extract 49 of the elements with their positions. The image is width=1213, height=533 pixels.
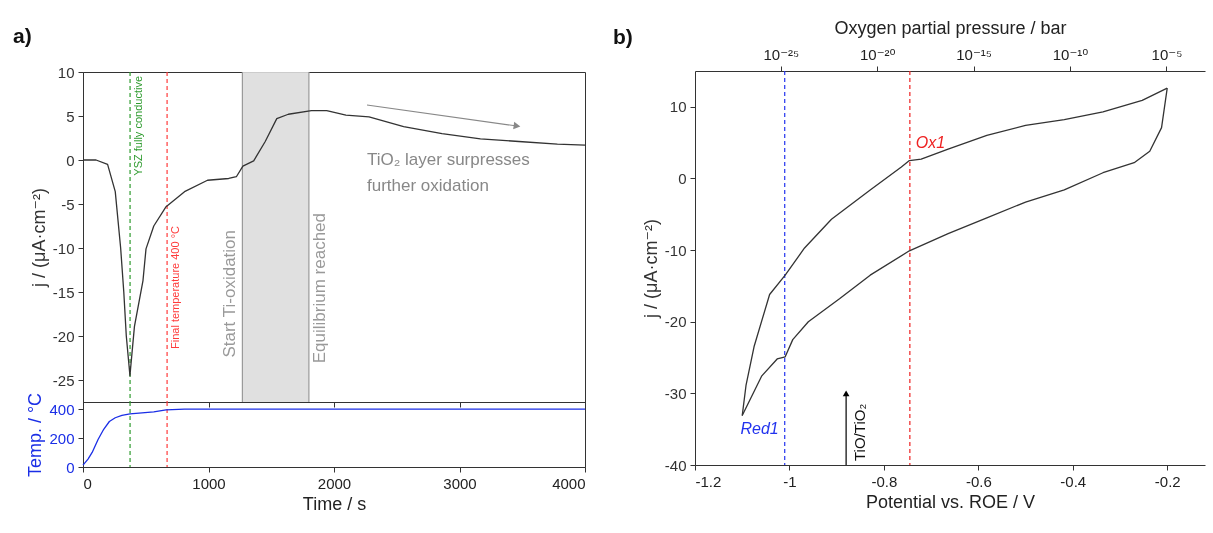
x2-tick-label: 10⁻¹⁵ (956, 45, 993, 63)
y-tick-label: 400 (49, 400, 75, 418)
chart-title: b) (613, 25, 633, 48)
y-tick-label: 0 (678, 169, 687, 187)
ref-line-label: Equilibrium reached (309, 213, 329, 364)
x2-axis-title: Oxygen partial pressure / bar (834, 17, 1067, 38)
y-tick-label: -40 (664, 456, 687, 474)
x2-tick-label: 10⁻²⁵ (763, 45, 800, 63)
x-tick-label: -1 (783, 472, 797, 490)
annotation: TiO₂ layer surpresses further oxidation (367, 150, 530, 195)
ref-line-label: YSZ fully conductive (132, 76, 145, 176)
x-tick-label: 3000 (443, 474, 477, 492)
y-tick-label: -30 (664, 384, 687, 402)
y-axis-title: j / (μA·cm⁻²) (640, 219, 661, 319)
ref-line-label: Final temperature 400 °C (169, 225, 182, 350)
x-axis-title: Time / s (302, 493, 367, 514)
y-tick-label: -20 (664, 313, 687, 331)
y-tick-label: 5 (66, 107, 75, 125)
y-tick-label: 200 (49, 429, 75, 447)
x2-tick-label: 10⁻¹⁰ (1052, 45, 1089, 63)
ref-line-label: Start Ti-oxidation (220, 230, 240, 358)
x2-tick-label: 10⁻⁵ (1151, 45, 1183, 63)
x-tick-label: -0.8 (871, 472, 898, 490)
x-tick-label: -0.2 (1154, 472, 1181, 490)
y-tick-label: -5 (61, 195, 75, 213)
x-axis-title: Potential vs. ROE / V (865, 491, 1036, 512)
y-tick-label: 0 (66, 151, 75, 169)
y-tick-label: 0 (66, 458, 75, 476)
y-tick-label: 10 (669, 98, 687, 116)
x-tick-label: 2000 (317, 474, 352, 492)
x2-tick-label: 10⁻²⁰ (859, 45, 896, 63)
y-tick-label: -15 (52, 283, 75, 301)
y-tick-label: -10 (52, 239, 75, 257)
x-tick-label: -1.2 (695, 472, 722, 490)
annotation: TiO/TiO₂ (851, 403, 869, 461)
x-tick-label: 4000 (552, 474, 586, 492)
x-tick-label: -0.4 (1060, 472, 1087, 490)
ref-line-label: Red1 (740, 420, 779, 437)
ref-line-label: Ox1 (915, 134, 946, 151)
y-axis-title: j / (μA·cm⁻²) (28, 188, 49, 288)
y-tick-label: -20 (52, 327, 75, 345)
x-tick-label: 0 (83, 474, 92, 492)
y-axis-title: Temp. / °C (25, 392, 46, 478)
y-tick-label: -10 (664, 241, 687, 259)
chart-title: a) (13, 24, 32, 47)
x-tick-label: -0.6 (965, 472, 992, 490)
x-tick-label: 1000 (192, 474, 226, 492)
y-tick-label: -25 (52, 371, 75, 389)
y-tick-label: 10 (57, 63, 75, 81)
